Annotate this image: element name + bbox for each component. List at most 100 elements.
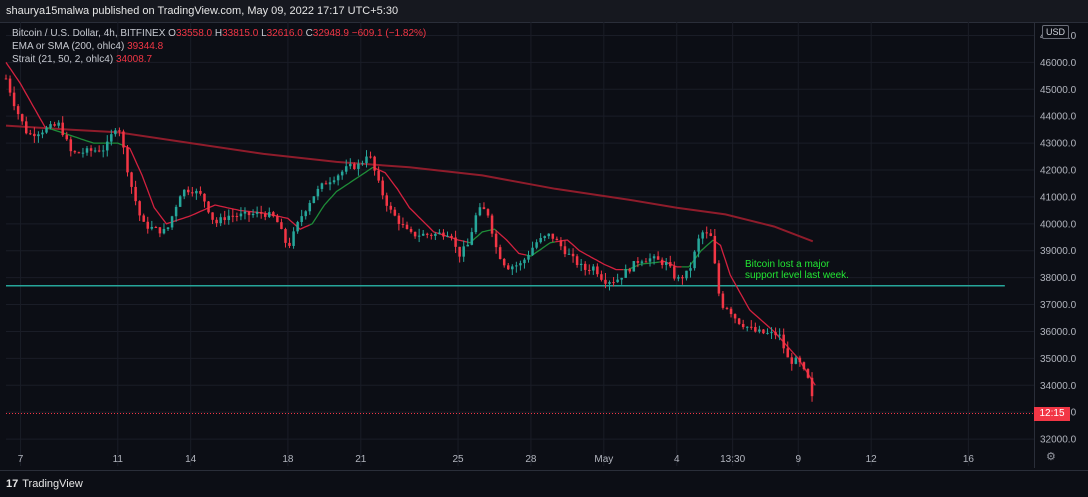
candle: [146, 221, 150, 229]
strait-segment: [47, 127, 123, 146]
candle: [405, 224, 409, 230]
price-tick-label: 38000.0: [1040, 273, 1077, 284]
candle: [255, 212, 259, 214]
candle: [636, 261, 640, 263]
candle: [466, 244, 470, 247]
annotation-line-1: Bitcoin lost a major: [745, 259, 830, 270]
candle: [511, 266, 514, 270]
grid-lines: [6, 22, 1034, 466]
candle: [195, 190, 198, 194]
candle: [166, 227, 170, 230]
published-text: shaurya15malwa published on TradingView.…: [6, 5, 399, 17]
candle: [563, 246, 567, 255]
candle: [425, 233, 429, 235]
strait-segment: [122, 144, 311, 230]
current-price-tag: 12:15: [1034, 406, 1070, 421]
publisher-bar: shaurya15malwa published on TradingView.…: [0, 0, 1088, 23]
time-tick-label: 13:30: [720, 454, 745, 465]
candle: [709, 233, 713, 236]
candle: [142, 215, 145, 222]
symbol-title[interactable]: Bitcoin / U.S. Dollar, 4h, BITFINEX: [12, 28, 166, 39]
low-value: 32616.0: [266, 28, 303, 39]
candle: [721, 293, 725, 308]
strait-label[interactable]: Strait (21, 50, 2, ohlc4): [12, 54, 114, 65]
candle: [20, 114, 24, 122]
tradingview-logo[interactable]: 17 TradingView: [6, 478, 83, 490]
candle: [729, 308, 733, 315]
candle: [502, 258, 506, 266]
candle: [713, 235, 717, 264]
time-tick-label: 12: [866, 454, 878, 465]
candle: [308, 202, 312, 212]
strait-segment: [525, 241, 556, 257]
price-tick-label: 36000.0: [1040, 327, 1077, 338]
candle: [223, 217, 226, 221]
candle: [385, 195, 388, 206]
price-axis[interactable]: [1034, 22, 1088, 468]
annotation-line-2: support level last week.: [745, 270, 849, 281]
candle: [535, 242, 538, 248]
time-tick-label: 16: [963, 454, 975, 465]
brand-name: TradingView: [22, 478, 83, 490]
time-axis-ticks: 7 11 14 18 21 25 28 May 4 13:30 9 12 16: [18, 454, 975, 465]
candle: [515, 265, 518, 267]
candle: [37, 134, 40, 137]
candle: [531, 247, 534, 256]
candle: [442, 232, 445, 237]
price-tick-label: 43000.0: [1040, 139, 1077, 150]
candle: [8, 78, 12, 93]
candle: [539, 238, 542, 243]
candle: [138, 201, 141, 216]
time-tick-label: 28: [525, 454, 537, 465]
close-label: C: [305, 28, 313, 39]
open-value: 33558.0: [175, 28, 213, 39]
candle: [227, 215, 231, 221]
candle: [628, 269, 632, 272]
candle: [16, 106, 20, 115]
price-tick-label: 42000.0: [1040, 166, 1077, 177]
candle: [596, 266, 599, 275]
currency-badge[interactable]: USD: [1042, 25, 1070, 39]
candle: [361, 163, 364, 165]
candle: [377, 170, 380, 181]
settings-gear-icon[interactable]: ⚙: [1046, 451, 1056, 463]
candle: [235, 216, 239, 218]
candle: [373, 156, 376, 171]
candle: [349, 163, 352, 167]
price-tick-label: 39000.0: [1040, 246, 1077, 257]
candle: [438, 232, 441, 234]
candle: [417, 235, 421, 237]
price-tick-label: 34000.0: [1040, 381, 1077, 392]
candle: [12, 92, 16, 107]
candle: [725, 307, 729, 309]
candle: [215, 219, 218, 224]
candle: [575, 256, 579, 266]
candle: [357, 163, 360, 169]
candle: [656, 256, 660, 260]
candle: [409, 229, 413, 232]
candle: [458, 246, 461, 257]
candle: [681, 277, 684, 279]
candle: [122, 131, 125, 148]
ema-200-line: [5, 124, 814, 243]
candle: [150, 227, 154, 229]
logo-mark-icon: 17: [6, 478, 19, 490]
candle: [790, 357, 794, 364]
candle: [187, 189, 190, 193]
candle: [571, 253, 575, 257]
ema-label[interactable]: EMA or SMA (200, ohlc4): [12, 41, 125, 52]
candle: [446, 235, 449, 237]
strait-value: 34008.7: [115, 54, 153, 65]
candle: [114, 130, 117, 135]
candle: [336, 175, 340, 181]
candle: [191, 192, 194, 194]
candle: [69, 139, 73, 152]
candle: [600, 274, 603, 280]
candle: [701, 232, 704, 239]
price-tick-label: 35000.0: [1040, 354, 1077, 365]
candle: [251, 213, 255, 216]
candle: [677, 277, 680, 279]
symbol-row: Bitcoin / U.S. Dollar, 4h, BITFINEX O335…: [12, 27, 426, 40]
candle: [53, 124, 56, 126]
